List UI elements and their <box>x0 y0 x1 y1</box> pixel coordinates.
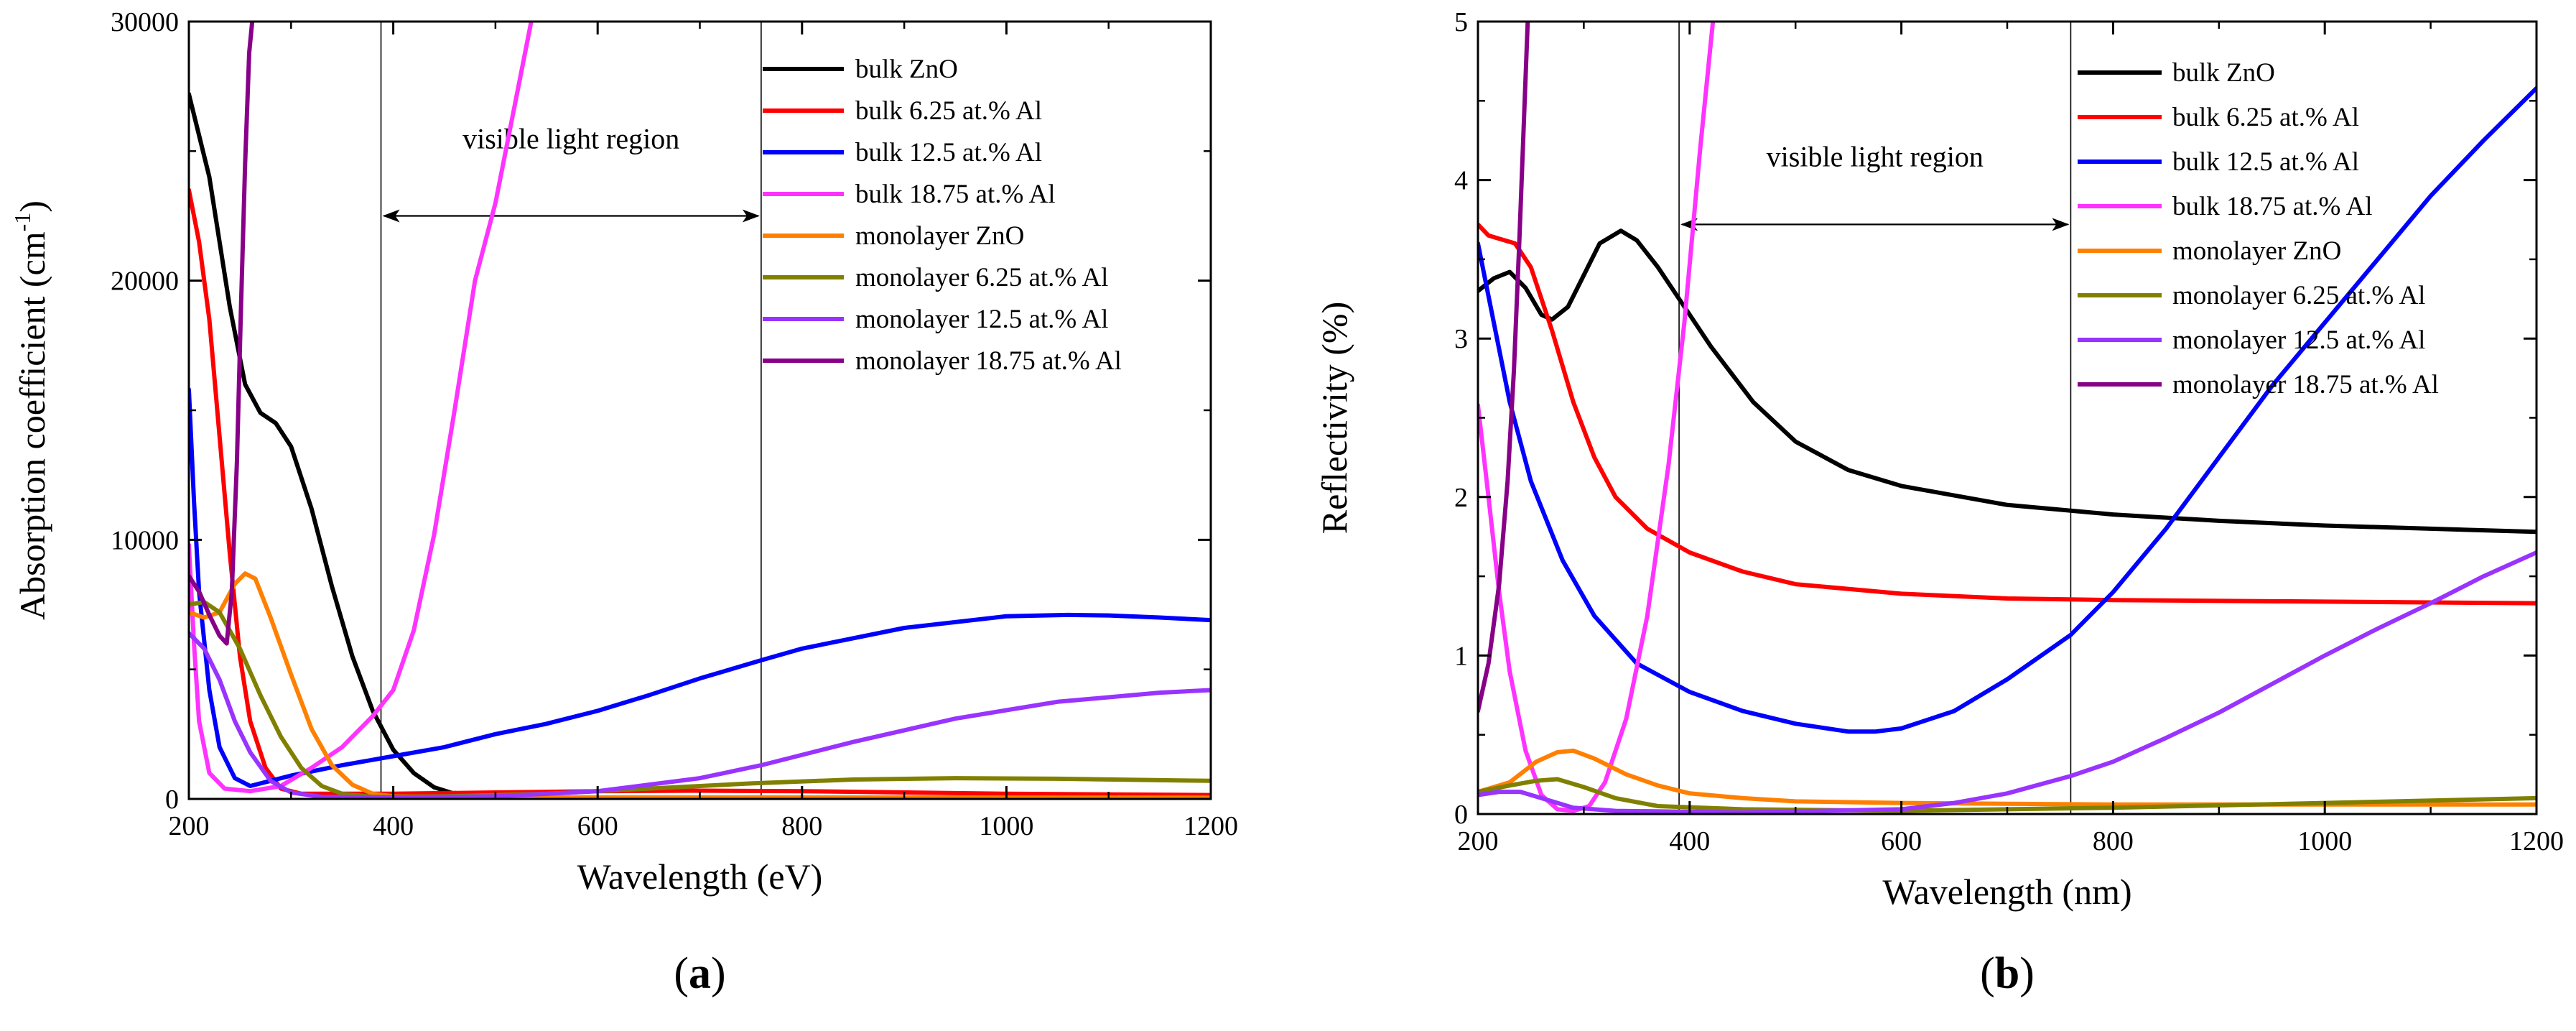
panel-a-legend-label: monolayer 18.75 at.% Al <box>855 346 1122 376</box>
panel-b-legend-label: monolayer 18.75 at.% Al <box>2172 370 2439 399</box>
panel-a-y-tick-label: 30000 <box>111 7 179 37</box>
panel-b-legend-label: bulk 18.75 at.% Al <box>2172 192 2373 221</box>
panel-b-plot-frame <box>1477 20 2538 815</box>
panel-b-legend-label: monolayer 6.25 at.% Al <box>2172 281 2425 310</box>
panel-b-x-tick-label: 1200 <box>2509 826 2564 856</box>
panel-b-legend-label: bulk 6.25 at.% Al <box>2172 103 2359 132</box>
panel-b-y-tick-label: 2 <box>1454 483 1468 513</box>
panel-b-legend: bulk ZnO bulk 6.25 at.% Al bulk 12.5 at.% … <box>2078 58 2439 399</box>
panel-b-region-label: visible light region <box>1767 141 1984 173</box>
panel-b-label: (b) <box>1980 949 2035 998</box>
panel-b-series-line-1 <box>1478 228 2537 535</box>
panel-b-reflectivity-chart: visible light region 200 400 600 800 1000 120… <box>1314 7 2564 998</box>
panel-a-y-tick-label: 10000 <box>111 525 179 555</box>
panel-b-y-axis-title: Reflectivity (%) <box>1314 302 1354 535</box>
panel-b-series-line-3 <box>1478 85 2537 734</box>
panel-b-series-group <box>1478 22 2537 814</box>
panel-a-arrow-head-left <box>382 209 400 223</box>
panel-b-legend-label: bulk ZnO <box>2172 58 2275 88</box>
panel-a-legend: bulk ZnO bulk 6.25 at.% Al bulk 12.5 at.% … <box>763 55 1122 376</box>
panel-a-legend-label: monolayer ZnO <box>855 221 1024 251</box>
panel-a-legend-label: bulk 18.75 at.% Al <box>855 180 1056 209</box>
panel-b-x-tick-label: 600 <box>1881 826 1922 856</box>
panel-b-series-line-6 <box>1478 777 2537 813</box>
panel-a-legend-label: monolayer 6.25 at.% Al <box>855 263 1108 292</box>
panel-a-arrow-head-right <box>742 209 760 223</box>
panel-a-x-tick-label: 600 <box>577 811 618 841</box>
panel-b-ticks: 200 400 600 800 1000 1200 0 1 2 3 4 5 <box>1454 7 2564 856</box>
panel-b-arrow-head-right <box>2052 218 2070 231</box>
panel-b-legend-label: monolayer ZnO <box>2172 236 2341 266</box>
panel-a-x-tick-label: 1000 <box>979 811 1033 841</box>
panel-b-x-tick-label: 200 <box>1458 826 1499 856</box>
panel-a-series-line-4 <box>189 22 534 794</box>
panel-a-visible-region: visible light region <box>380 22 762 799</box>
panel-b-x-tick-label: 1000 <box>2297 826 2352 856</box>
panel-a-x-tick-label: 800 <box>781 811 822 841</box>
panel-a-x-tick-label: 200 <box>169 811 210 841</box>
panel-b-y-tick-label: 4 <box>1454 166 1468 196</box>
panel-a-region-label: visible light region <box>462 122 679 154</box>
panel-b-y-tick-label: 5 <box>1454 7 1468 37</box>
panel-a-ticks: 200 400 600 800 1000 1200 0 10000 20000 30000 <box>111 7 1238 841</box>
panel-a-y-axis-title: Absorption coefficient (cm-1) <box>9 200 52 620</box>
panel-a-series-line-8 <box>189 22 255 646</box>
panel-b-y-tick-label: 0 <box>1454 800 1468 830</box>
panel-a-legend-label: monolayer 12.5 at.% Al <box>855 305 1108 334</box>
panel-a-y-tick-label: 0 <box>165 785 179 815</box>
panel-b-series-line-8 <box>1478 22 1530 713</box>
panel-a-x-axis-title: Wavelength (eV) <box>577 856 823 897</box>
panel-b-x-tick-label: 800 <box>2093 826 2134 856</box>
panel-a-series-group <box>189 22 1211 799</box>
panel-a-series-line-3 <box>189 387 1211 788</box>
panel-b-x-tick-label: 400 <box>1669 826 1710 856</box>
panel-a-plot-frame <box>187 20 1212 800</box>
panel-a-legend-label: bulk ZnO <box>855 55 958 84</box>
panel-a-absorption-chart: visible light region 200 400 600 800 1000 120… <box>9 7 1238 998</box>
panel-a-x-tick-label: 400 <box>373 811 414 841</box>
panel-a-y-tick-label: 20000 <box>111 267 179 297</box>
panel-a-series-line-7 <box>189 631 1211 799</box>
panel-a-x-tick-label: 1200 <box>1184 811 1238 841</box>
panel-b-visible-region: visible light region <box>1678 22 2072 814</box>
panel-a-label: (a) <box>674 949 725 998</box>
panel-a-series-line-6 <box>189 599 1211 799</box>
panel-b-legend-label: monolayer 12.5 at.% Al <box>2172 325 2425 355</box>
panel-b-y-tick-label: 1 <box>1454 641 1468 671</box>
panel-a-legend-label: bulk 6.25 at.% Al <box>855 96 1042 126</box>
panel-b-series-line-5 <box>1478 748 2537 807</box>
panel-a-series-line-1 <box>189 92 1211 799</box>
panel-b-series-line-2 <box>1478 222 2537 606</box>
panel-b-y-tick-label: 3 <box>1454 324 1468 354</box>
panel-a-legend-label: bulk 12.5 at.% Al <box>855 138 1042 167</box>
panel-b-x-axis-title: Wavelength (nm) <box>1882 872 2131 912</box>
panel-b-series-line-7 <box>1478 550 2537 814</box>
panel-b-legend-label: bulk 12.5 at.% Al <box>2172 147 2359 177</box>
